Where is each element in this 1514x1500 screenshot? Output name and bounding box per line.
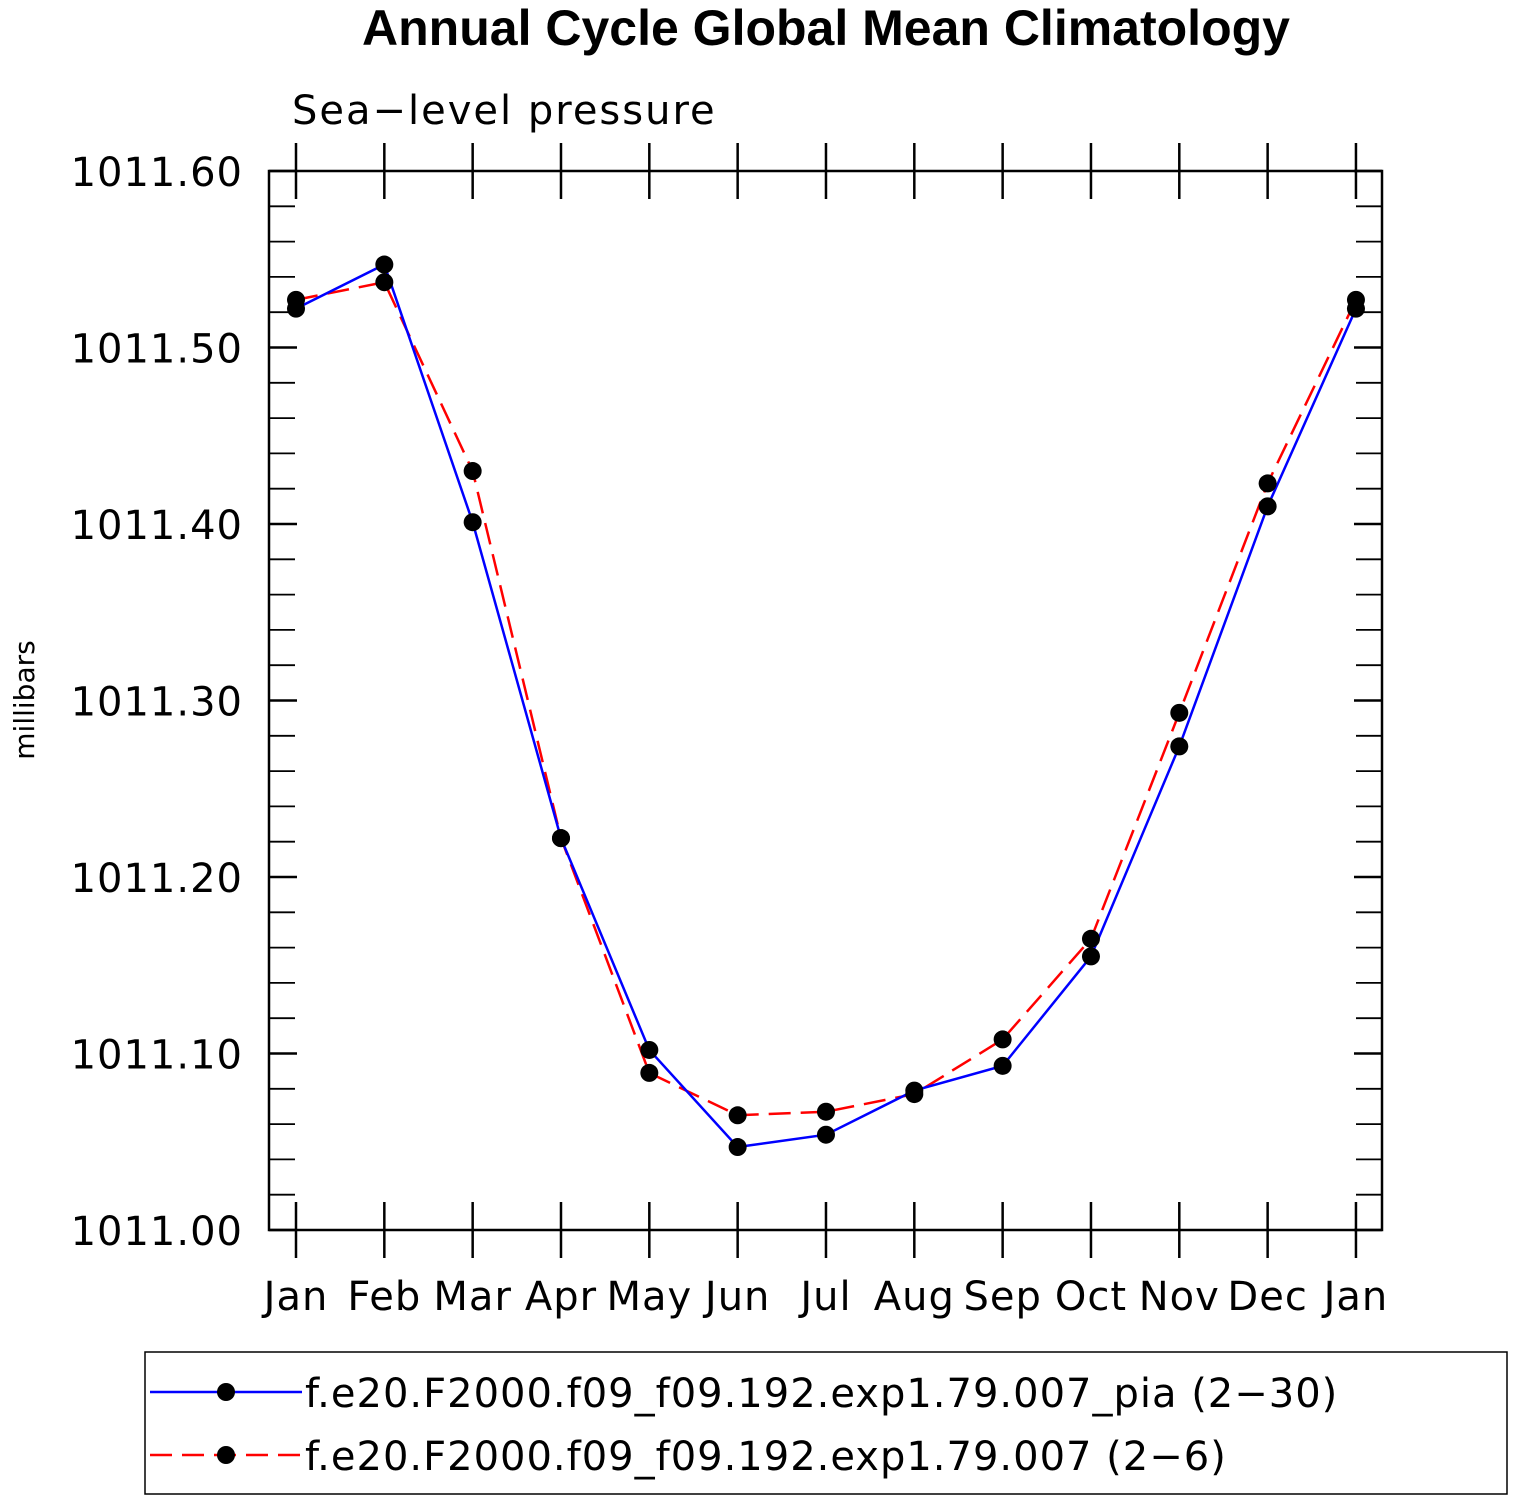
data-point <box>1346 290 1365 309</box>
x-tick-label: May <box>606 1274 692 1320</box>
data-point <box>375 273 394 292</box>
data-point <box>1258 497 1277 516</box>
data-point <box>1170 703 1189 722</box>
data-point <box>1081 947 1100 966</box>
data-point <box>287 290 305 309</box>
data-point <box>640 1063 659 1082</box>
y-tick-label: 1011.40 <box>71 503 243 549</box>
data-point <box>816 1125 835 1144</box>
y-tick-label: 1011.00 <box>71 1209 243 1255</box>
axis-ticks: Jan Feb Mar Apr May Jun Jul Aug Sep Oct Nov Dec Jan 1… <box>71 143 1389 1320</box>
data-point <box>1258 474 1277 493</box>
x-tick-label: Sep <box>963 1274 1041 1320</box>
y-tick-label: 1011.60 <box>71 150 243 196</box>
x-tick-label: Jan <box>261 1274 329 1320</box>
data-point <box>728 1138 747 1157</box>
data-point <box>993 1030 1012 1049</box>
data-point <box>463 462 482 481</box>
chart-title: Annual Cycle Global Mean Climatology <box>362 0 1290 56</box>
x-tick-label: Dec <box>1227 1274 1307 1320</box>
x-tick-label: Oct <box>1055 1274 1127 1320</box>
data-point <box>905 1085 924 1104</box>
legend-swatch-marker <box>217 1446 235 1464</box>
legend-box <box>144 1351 1508 1495</box>
series-layer <box>287 255 1365 1157</box>
legend-swatch-marker <box>217 1383 235 1401</box>
x-tick-label: Jun <box>702 1274 771 1320</box>
legend-label: f.e20.F2000.f09_f09.192.exp1.79.007_pia … <box>305 1371 1338 1417</box>
y-tick-label: 1011.50 <box>71 327 243 373</box>
x-tick-label: Jul <box>797 1274 851 1320</box>
data-point <box>993 1056 1012 1075</box>
legend: f.e20.F2000.f09_f09.192.exp1.79.007_pia … <box>150 1371 1338 1480</box>
x-tick-label: Aug <box>874 1274 955 1320</box>
data-point <box>1081 929 1100 948</box>
legend-label: f.e20.F2000.f09_f09.192.exp1.79.007 (2−6… <box>305 1434 1227 1480</box>
x-tick-label: Apr <box>525 1274 597 1320</box>
data-point <box>728 1106 747 1125</box>
x-tick-label: Nov <box>1139 1274 1220 1320</box>
x-tick-label: Jan <box>1321 1274 1389 1320</box>
data-point <box>375 255 394 274</box>
x-tick-label: Feb <box>347 1274 421 1320</box>
y-tick-label: 1011.10 <box>71 1033 243 1079</box>
y-tick-label: 1011.20 <box>71 856 243 902</box>
data-point <box>640 1040 659 1059</box>
y-tick-label: 1011.30 <box>71 680 243 726</box>
chart-subtitle: Sea−level pressure <box>292 88 717 134</box>
data-point <box>551 829 570 848</box>
series-line <box>295 262 1358 1149</box>
x-tick-label: Mar <box>433 1274 511 1320</box>
y-axis-label: millibars <box>8 640 41 759</box>
plot-frame <box>267 169 1384 1232</box>
data-point <box>1170 737 1189 756</box>
data-point <box>816 1102 835 1121</box>
data-point <box>463 513 482 532</box>
